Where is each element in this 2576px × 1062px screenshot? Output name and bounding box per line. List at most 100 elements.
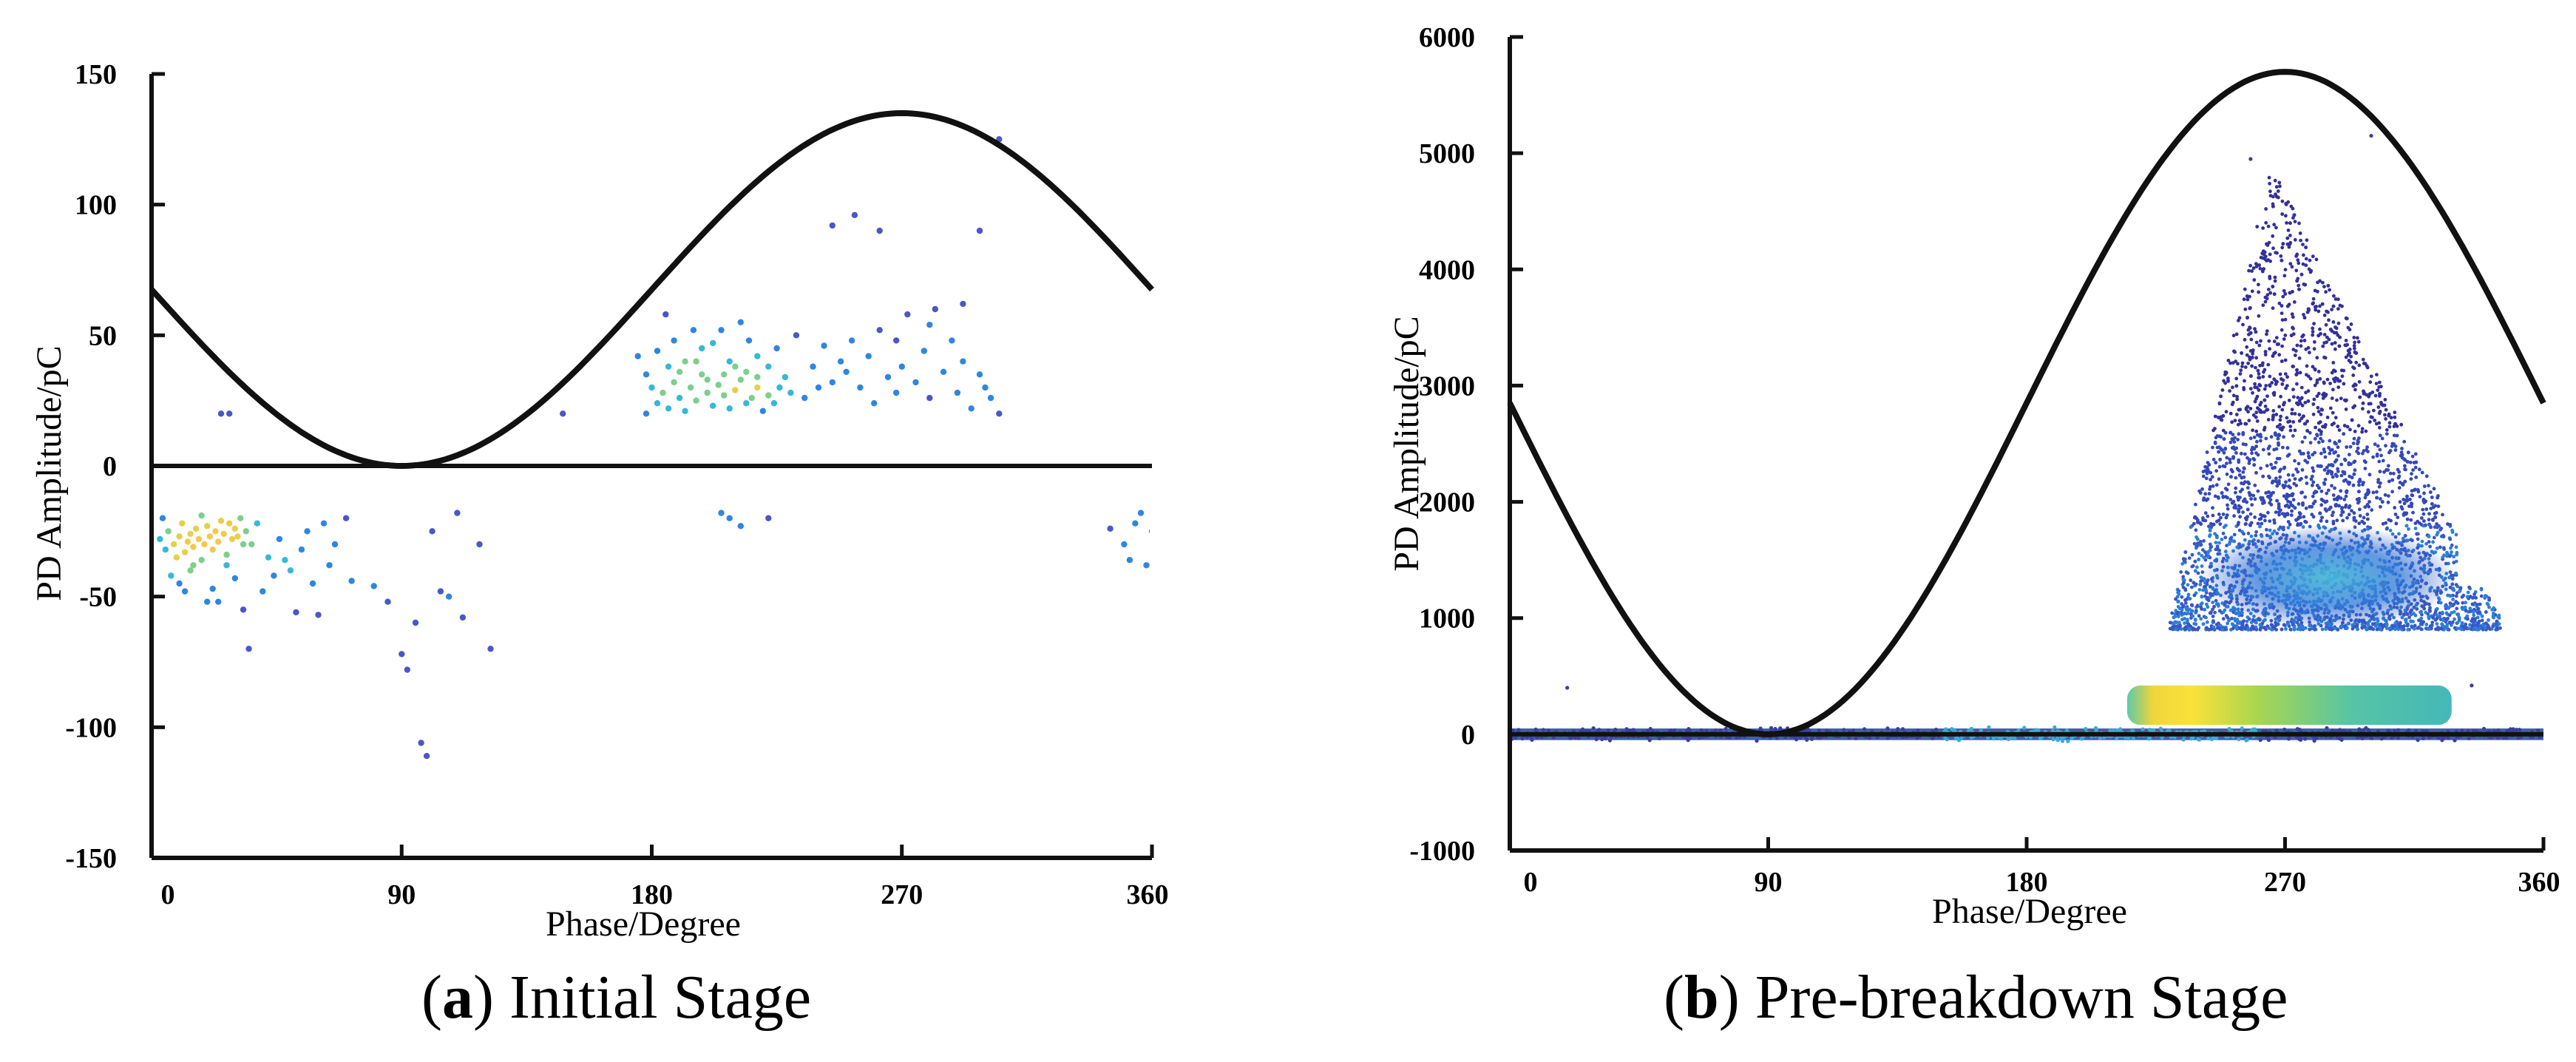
data-point [2387, 494, 2390, 498]
data-point [2450, 530, 2455, 534]
data-point [2305, 310, 2310, 314]
data-point [2380, 500, 2385, 504]
data-point [2241, 442, 2245, 446]
data-point [2221, 414, 2226, 418]
data-point [1769, 726, 1774, 731]
data-point [2252, 435, 2257, 439]
data-point [2487, 618, 2490, 622]
data-point [2216, 495, 2220, 499]
data-point [2182, 581, 2186, 585]
data-point [2357, 363, 2362, 368]
data-point [2458, 589, 2462, 592]
data-point [2336, 425, 2340, 428]
data-point [2220, 418, 2224, 422]
data-point [2209, 478, 2213, 481]
data-point [2191, 614, 2195, 618]
data-point [2435, 532, 2439, 537]
data-point [2378, 433, 2382, 438]
data-point [2208, 548, 2212, 552]
data-point [2338, 335, 2342, 339]
data-point [2322, 468, 2327, 472]
data-point [2238, 372, 2243, 376]
data-point [754, 353, 761, 359]
data-point [2414, 476, 2419, 479]
data-point [2348, 481, 2352, 484]
data-point [2246, 628, 2251, 632]
data-point [2261, 474, 2265, 478]
data-point [2217, 401, 2222, 405]
data-point [2221, 617, 2226, 621]
data-point [2400, 453, 2404, 457]
data-point [2310, 504, 2314, 509]
data-point [726, 515, 733, 521]
data-point [2333, 297, 2338, 301]
data-point [2287, 399, 2291, 402]
data-point [2259, 496, 2263, 500]
data-point [1953, 737, 1959, 741]
data-point [2051, 737, 2055, 742]
data-point [2342, 432, 2346, 436]
data-point [932, 305, 939, 313]
data-point [2312, 347, 2316, 351]
data-point [2339, 462, 2344, 467]
data-point [2339, 513, 2343, 517]
data-point [2250, 289, 2254, 294]
data-point [2243, 522, 2248, 527]
data-point [2318, 376, 2322, 381]
data-point [2480, 618, 2484, 623]
data-point [2379, 400, 2383, 405]
data-point [2323, 507, 2328, 511]
data-point [2420, 470, 2424, 475]
data-point [423, 753, 430, 760]
data-point [418, 740, 424, 746]
data-point [693, 358, 699, 365]
data-point [181, 588, 189, 595]
data-point [2183, 550, 2188, 554]
data-point [2351, 384, 2356, 388]
y-tick-label: 2000 [1419, 487, 1475, 518]
data-point [2226, 376, 2230, 381]
data-point [2478, 610, 2481, 614]
data-point [2419, 627, 2423, 631]
data-point [2290, 509, 2294, 513]
data-point [2181, 578, 2186, 581]
data-point [2311, 453, 2315, 457]
data-point [2421, 507, 2425, 512]
data-point [2281, 294, 2285, 299]
data-point [2392, 471, 2396, 476]
data-point [2279, 394, 2283, 399]
data-point [2356, 336, 2359, 340]
data-point [2280, 627, 2284, 632]
scatter-density-pre-breakdown [1510, 133, 2543, 743]
data-point [721, 392, 728, 399]
data-point [2332, 497, 2336, 501]
data-point [2374, 382, 2379, 385]
data-point [2230, 501, 2234, 505]
data-point [829, 379, 836, 386]
data-point [2253, 327, 2257, 331]
data-point [2176, 615, 2180, 618]
data-point [2264, 384, 2268, 388]
data-point [2306, 451, 2311, 455]
data-point [2433, 504, 2438, 508]
data-point [2243, 626, 2248, 630]
data-point [2277, 342, 2281, 346]
data-point [2203, 492, 2208, 496]
data-point [2440, 738, 2444, 743]
data-point [2392, 442, 2396, 446]
data-point [260, 588, 266, 595]
data-point [2222, 450, 2226, 455]
data-point [2257, 314, 2261, 318]
data-point [2217, 621, 2220, 626]
data-point [429, 528, 435, 535]
data-point [2443, 604, 2447, 609]
data-point [2280, 318, 2285, 322]
data-point [2246, 410, 2250, 414]
data-point [2231, 393, 2236, 398]
data-point [2201, 548, 2205, 552]
data-point [2461, 624, 2465, 629]
data-point [2268, 519, 2272, 523]
data-point [2201, 474, 2206, 478]
data-point [2333, 416, 2338, 420]
data-point [2311, 469, 2316, 473]
